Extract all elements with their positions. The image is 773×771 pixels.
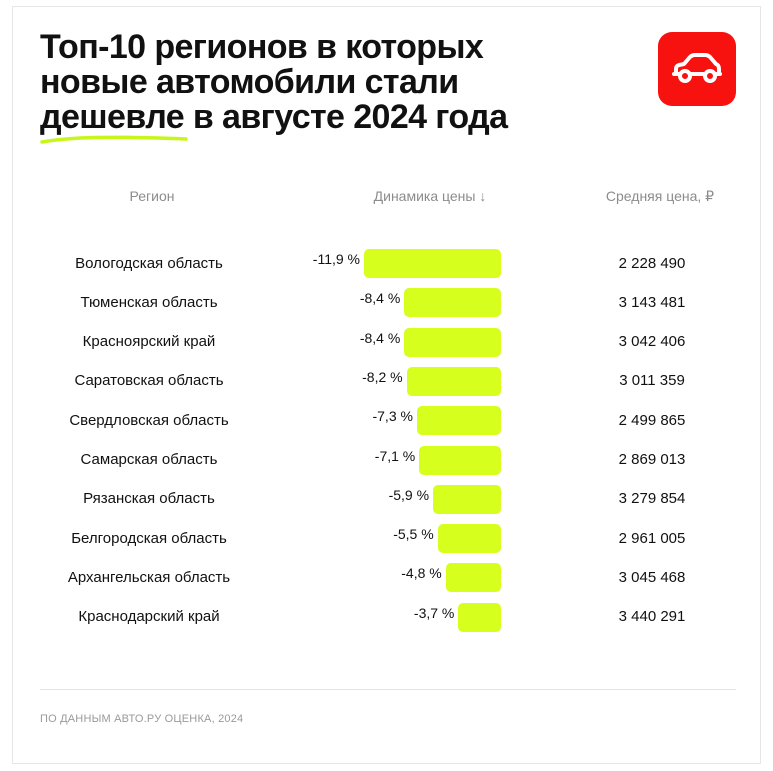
region-label: Архангельская область [67,568,231,586]
price-label: 2 499 865 [618,411,686,429]
region-label: Красноярский край [82,333,216,351]
price-label: 3 011 359 [619,372,685,390]
price-label: 3 440 291 [618,608,686,626]
header-price: Средняя цена, ₽ [605,188,715,204]
region-label: Белгородская область [71,529,227,547]
region-label: Вологодская область [75,254,223,272]
auto-ru-logo [658,32,736,106]
region-label: Самарская область [80,451,218,468]
price-label: 3 045 468 [618,568,686,586]
value-label: -7,3 % [372,408,413,425]
highlight-underline [40,135,188,144]
bar [404,288,501,318]
title-line-1: Топ-10 регионов в которых [40,28,484,66]
bar [433,484,501,514]
price-label: 3 143 481 [618,293,686,311]
bar [406,366,501,396]
bar [458,602,501,632]
region-label: Тюменская область [80,293,218,311]
value-label: -5,9 % [388,486,430,503]
value-label: -11,9 % [312,251,360,267]
title-line-3: дешевле в августе 2024 года [40,98,600,144]
region-label: Краснодарский край [78,608,220,626]
value-label: -4,8 % [401,565,442,582]
title-highlight-text: дешевле [40,98,185,136]
region-label: Саратовская область [74,372,224,390]
bar [419,445,501,475]
value-label: -7,1 % [374,447,416,464]
page-title: Топ-10 регионов в которых новые автомоби… [40,28,600,144]
region-label: Рязанская область [83,490,215,508]
price-label: 2 869 013 [618,451,686,468]
car-icon [672,53,722,83]
card-frame [12,6,761,764]
value-label: -8,4 % [359,290,401,307]
value-label: -3,7 % [413,604,455,621]
title-highlight-word: дешевле [40,98,188,144]
bar [404,327,501,357]
title-line-2: новые автомобили стали [40,63,459,101]
value-label: -8,4 % [359,329,401,346]
bar [437,524,501,554]
header-dynamics: Динамика цены ↓ [373,188,487,204]
title-rest-text: в августе 2024 года [184,98,508,136]
price-label: 2 961 005 [618,529,686,547]
header-region: Регион [129,188,175,204]
value-label: -5,5 % [393,526,434,543]
price-label: 3 042 406 [618,333,686,351]
price-label: 2 228 490 [618,254,686,272]
source-note: ПО ДАННЫМ АВТО.РУ ОЦЕНКА, 2024 [40,713,244,725]
bar [416,406,501,436]
value-label: -8,2 % [362,368,403,385]
footer-divider [40,689,736,690]
price-label: 3 279 854 [618,490,686,508]
region-label: Свердловская область [69,411,229,429]
bar [364,249,501,278]
bar [445,563,501,593]
